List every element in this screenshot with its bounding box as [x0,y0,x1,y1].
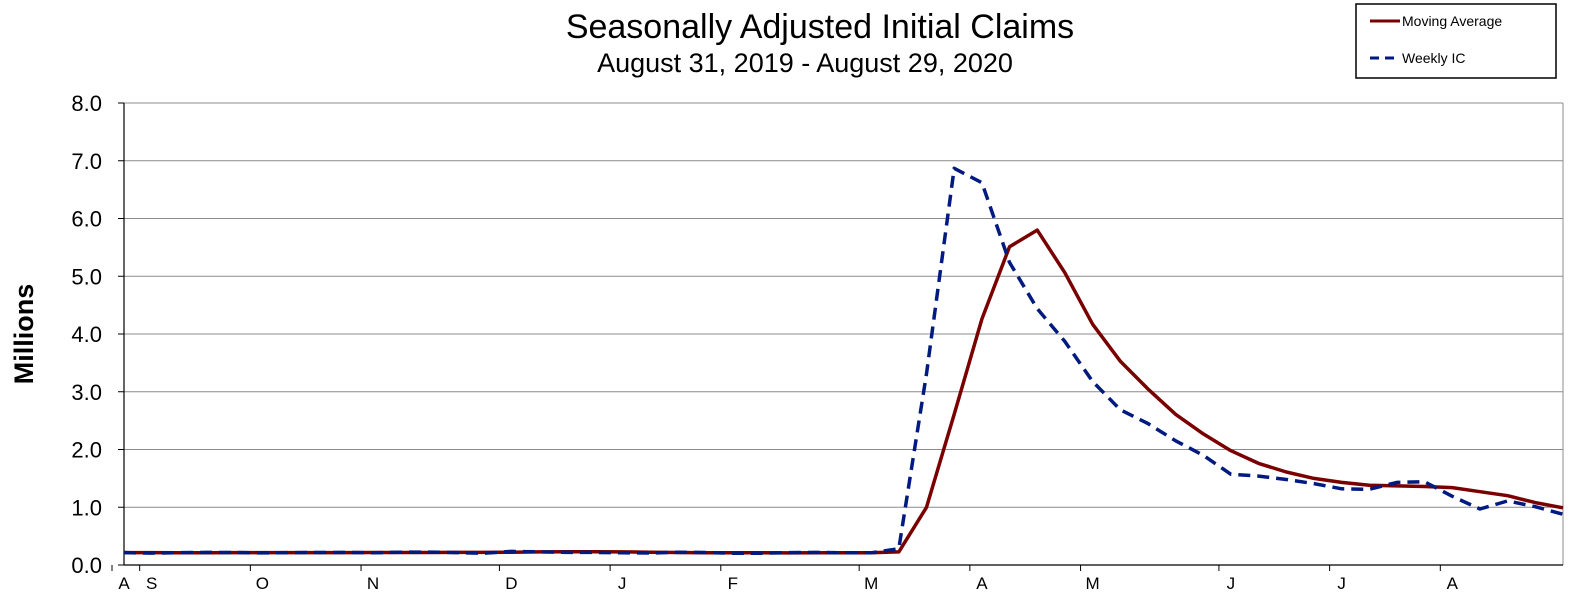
gridlines [111,102,1564,571]
y-tick-label: 8.0 [71,91,102,116]
y-tick-label: 3.0 [71,380,102,405]
chart-title: Seasonally Adjusted Initial Claims [566,8,1074,46]
y-tick-label: 6.0 [71,207,102,232]
x-tick-label: S [146,574,157,593]
x-tick-label: M [1085,574,1099,593]
y-tick-labels: 0.0 1.0 2.0 3.0 4.0 5.0 6.0 7.0 8.0 [71,91,102,578]
x-tick-label: J [1227,574,1236,593]
chart-subtitle: August 31, 2019 - August 29, 2020 [597,48,1013,78]
y-tick-label: 4.0 [71,322,102,347]
legend-label-weekly-ic: Weekly IC [1402,50,1466,66]
x-tick-label: A [976,574,988,593]
y-tick-label: 7.0 [71,149,102,174]
y-tick-label: 2.0 [71,438,102,463]
x-tick-label: J [618,574,627,593]
y-axis-label: Millions [9,284,39,385]
x-tick-label: F [728,574,738,593]
legend-label-moving-average: Moving Average [1402,13,1502,29]
legend: Moving Average Weekly IC [1355,3,1557,79]
x-tick-label: O [256,574,269,593]
y-tick-label: 1.0 [71,495,102,520]
series-line-weekly-ic [123,166,1564,555]
x-tick-label: M [864,574,878,593]
series-lines [123,166,1564,555]
x-tick-label: J [1337,574,1346,593]
y-tick-label: 5.0 [71,264,102,289]
y-tick-label: 0.0 [71,553,102,578]
x-tick-label: D [505,574,517,593]
x-tick-label: A [1447,574,1459,593]
x-tick-label: N [367,574,379,593]
x-tick-label: A [118,574,130,593]
legend-box [1355,3,1557,79]
